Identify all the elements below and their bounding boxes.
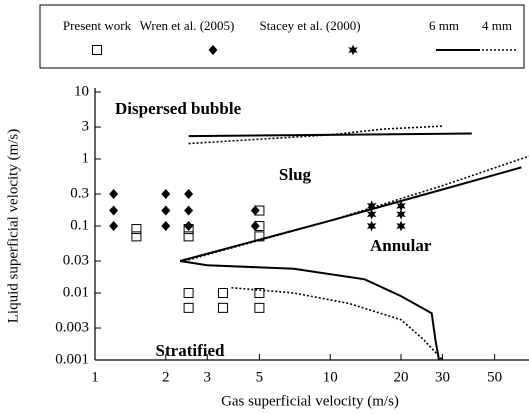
data-point (183, 288, 194, 298)
data-point (250, 205, 260, 216)
data-point (396, 208, 406, 220)
x-tick-label: 20 (394, 369, 409, 385)
x-tick-label: 1 (91, 369, 99, 385)
data-point (161, 221, 171, 231)
data-point (396, 200, 406, 212)
data-point (131, 224, 142, 235)
data-point (217, 302, 228, 313)
data-point (184, 189, 194, 200)
x-tick-label: 5 (256, 369, 264, 385)
x-tick-label: 50 (487, 369, 502, 385)
x-tick-label: 30 (435, 369, 450, 385)
y-tick-label: 0.01 (63, 284, 89, 300)
data-line (184, 125, 529, 361)
y-tick-label: 1 (82, 150, 90, 166)
data-line (179, 132, 522, 361)
data-point (109, 221, 119, 231)
data-point (366, 220, 377, 232)
legend-label: 6 mm (429, 18, 459, 33)
x-tick-label: 3 (203, 369, 211, 385)
data-point (396, 220, 406, 232)
legend-label: Stacey et al. (2000) (259, 18, 360, 33)
data-point (184, 205, 194, 216)
legend-label: Wren et al. (2005) (140, 18, 235, 33)
y-tick-label: 0.001 (55, 351, 89, 367)
legend-label: Present work (63, 18, 132, 33)
region-label: Slug (279, 165, 312, 184)
y-tick-label: 0.03 (63, 252, 89, 268)
legend-symbol (348, 44, 358, 56)
data-point (161, 189, 171, 200)
data-point (109, 189, 119, 200)
legend-box (39, 4, 525, 69)
data-point (131, 231, 142, 242)
data-point (217, 288, 228, 298)
y-axis-label: Liquid superficial velocity (m/s) (5, 129, 21, 324)
data-point (161, 205, 171, 216)
data-point (254, 302, 265, 313)
data-point (183, 302, 194, 313)
data-point (109, 205, 119, 216)
region-label: Annular (370, 236, 432, 255)
region-label: Stratified (156, 341, 225, 360)
x-axis-label: Gas superficial velocity (m/s) (221, 393, 399, 409)
y-tick-label: 0.3 (70, 185, 89, 201)
data-point (250, 221, 260, 231)
y-tick-label: 10 (74, 83, 89, 99)
data-point (254, 288, 265, 298)
data-point (183, 231, 194, 242)
legend-symbol (92, 45, 102, 55)
data-point (184, 221, 194, 231)
y-tick-label: 3 (82, 118, 90, 134)
region-label: Dispersed bubble (115, 99, 242, 118)
y-tick-label: 0.1 (70, 217, 89, 233)
data-point (366, 208, 377, 220)
y-tick-label: 0.003 (55, 319, 89, 335)
data-point (366, 200, 377, 212)
legend-symbol (208, 45, 218, 55)
legend-label: 4 mm (482, 18, 512, 33)
x-tick-label: 2 (162, 369, 170, 385)
x-tick-label: 10 (323, 369, 338, 385)
